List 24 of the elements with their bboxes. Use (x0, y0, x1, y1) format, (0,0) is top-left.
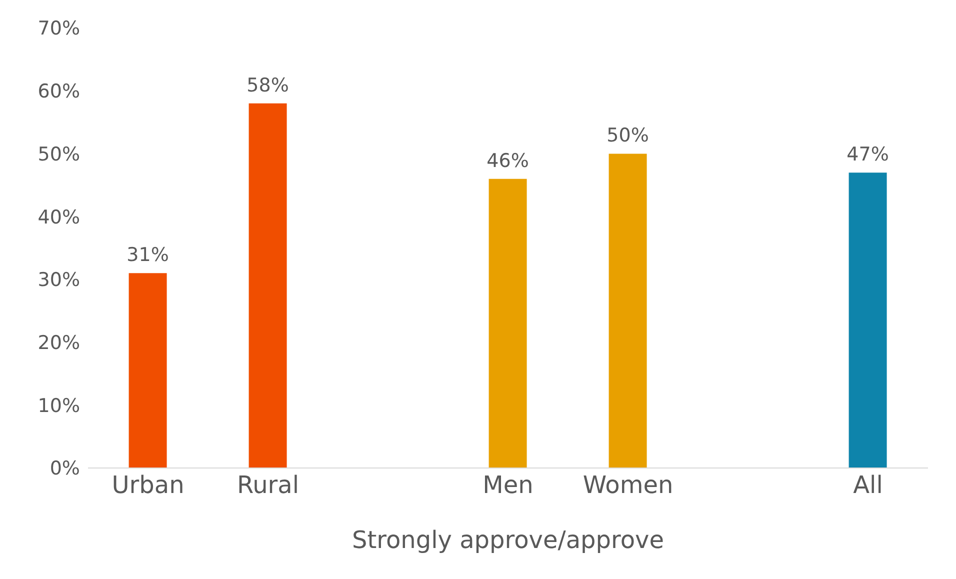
bar (248, 103, 287, 468)
x-tick-label: All (853, 471, 883, 500)
x-axis-title: Strongly approve/approve (352, 526, 664, 554)
y-tick-label: 10% (38, 394, 80, 417)
y-tick-label: 60% (38, 80, 80, 103)
y-tick-label: 0% (50, 458, 80, 480)
y-tick-label: 70% (38, 18, 80, 40)
y-tick-label: 20% (38, 332, 80, 354)
x-tick-label: Men (482, 471, 534, 500)
bar (608, 154, 647, 468)
y-tick-label: 50% (38, 143, 80, 166)
bar (128, 273, 167, 468)
x-tick-label: Rural (236, 471, 300, 500)
x-tick-label: Women (582, 471, 674, 500)
x-tick-label: Urban (112, 471, 184, 500)
y-tick-label: 30% (38, 269, 80, 292)
y-tick-label: 40% (38, 206, 80, 228)
data-label: 50% (606, 124, 649, 147)
data-label: 46% (486, 150, 529, 172)
data-label: 58% (246, 74, 289, 96)
data-label: 47% (846, 144, 889, 166)
data-label: 31% (126, 244, 169, 266)
bar (848, 172, 887, 468)
bar (488, 178, 527, 468)
